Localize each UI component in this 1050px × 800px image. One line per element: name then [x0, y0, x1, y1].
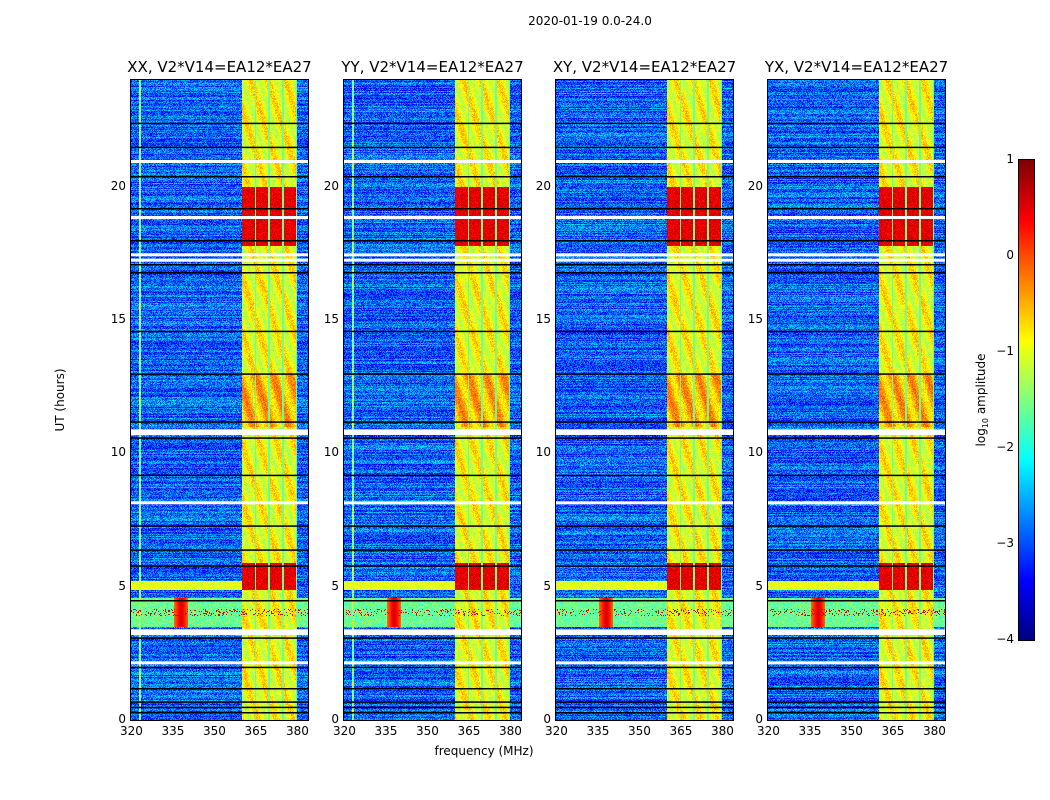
y-tick-label: 20 [535, 178, 551, 193]
colorbar-tick-label: −1 [996, 344, 1014, 358]
x-tick-label: 380 [285, 724, 309, 738]
x-tick-label: 320 [333, 724, 356, 738]
y-tick-label: 10 [747, 445, 763, 460]
x-tick-label: 380 [922, 724, 946, 738]
panel-title: YX, V2*V14=EA12*EA27 [764, 58, 949, 76]
y-tick-label: 0 [543, 712, 551, 726]
y-tick-label: 15 [323, 312, 339, 326]
y-tick-label: 0 [118, 712, 126, 726]
y-tick-label: 20 [747, 178, 763, 193]
x-tick-label: 335 [586, 724, 610, 738]
y-tick-label: 0 [755, 712, 763, 726]
y-tick-label: 15 [535, 312, 551, 326]
x-tick-label: 365 [881, 724, 905, 738]
x-tick-label: 335 [374, 724, 398, 738]
x-tick-label: 380 [498, 724, 522, 738]
x-tick-label: 350 [627, 724, 651, 738]
x-tick-label: 365 [244, 724, 268, 738]
x-tick-label: 350 [839, 724, 863, 738]
y-axis-label: UT (hours) [53, 368, 67, 432]
x-tick-label: 365 [669, 724, 693, 738]
x-tick-label: 320 [757, 724, 780, 738]
colorbar-tick-label: −4 [996, 632, 1014, 646]
colorbar-tick-label: −3 [996, 536, 1014, 550]
waterfall-panel [343, 79, 522, 721]
colorbar [1018, 159, 1035, 641]
panel-title: XY, V2*V14=EA12*EA27 [552, 58, 737, 76]
y-tick-label: 10 [110, 445, 126, 460]
y-tick-label: 5 [331, 578, 339, 593]
colorbar-tick-label: −2 [996, 440, 1014, 454]
y-tick-label: 15 [110, 312, 126, 326]
x-tick-label: 365 [457, 724, 481, 738]
x-tick-label: 350 [415, 724, 439, 738]
waterfall-panel [767, 79, 946, 721]
y-tick-label: 20 [110, 178, 126, 193]
x-axis-label: frequency (MHz) [434, 744, 534, 758]
colorbar-label: log10 amplitude [973, 353, 991, 447]
waterfall-panel [130, 79, 309, 721]
y-tick-label: 10 [535, 445, 551, 460]
figure-suptitle: 2020-01-19 0.0-24.0 [528, 14, 652, 28]
x-tick-label: 380 [710, 724, 734, 738]
y-tick-label: 5 [118, 578, 126, 593]
y-tick-label: 5 [543, 578, 551, 593]
x-tick-label: 335 [161, 724, 185, 738]
y-tick-label: 20 [323, 178, 339, 193]
x-tick-label: 320 [545, 724, 568, 738]
colorbar-tick-label: 0 [1006, 248, 1014, 262]
x-tick-label: 335 [798, 724, 822, 738]
colorbar-tick-label: 1 [1006, 152, 1014, 166]
x-tick-label: 350 [202, 724, 226, 738]
y-tick-label: 0 [331, 712, 339, 726]
panel-title: XX, V2*V14=EA12*EA27 [127, 58, 312, 76]
panel-title: YY, V2*V14=EA12*EA27 [341, 58, 524, 76]
y-tick-label: 15 [747, 312, 763, 326]
x-tick-label: 320 [120, 724, 143, 738]
y-tick-label: 10 [323, 445, 339, 460]
y-tick-label: 5 [755, 578, 763, 593]
waterfall-panel [555, 79, 734, 721]
